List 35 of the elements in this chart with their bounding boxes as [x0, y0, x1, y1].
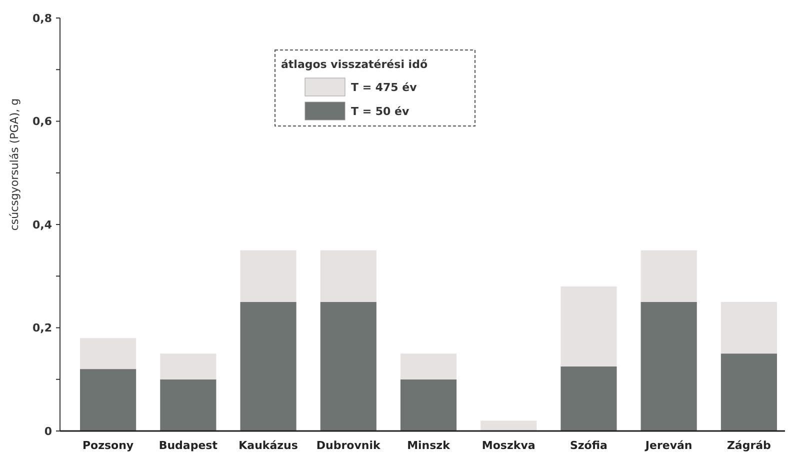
- bar: [160, 354, 216, 380]
- x-tick-label: Szófia: [570, 439, 608, 452]
- bar: [640, 250, 697, 302]
- x-tick-label: Minszk: [407, 439, 451, 452]
- legend-label: T = 475 év: [351, 81, 418, 94]
- y-tick-label: 0,6: [32, 115, 52, 128]
- bar: [400, 354, 457, 380]
- x-tick-label: Dubrovnik: [316, 439, 382, 452]
- bar: [160, 379, 216, 431]
- y-axis-title: csúcsgyorsulás (PGA), g: [8, 98, 21, 231]
- bar: [400, 379, 457, 431]
- bar: [720, 302, 777, 354]
- bar: [480, 420, 537, 431]
- bar: [80, 369, 136, 431]
- y-tick-label: 0,8: [32, 12, 52, 25]
- y-tick-label: 0,2: [32, 322, 52, 335]
- y-tick-label: 0: [44, 424, 52, 438]
- x-tick-label: Pozsony: [82, 439, 134, 452]
- bar: [320, 250, 376, 302]
- x-tick-label: Jereván: [644, 439, 692, 452]
- bar: [320, 302, 376, 431]
- bar: [560, 366, 617, 431]
- x-tick-label: Moszkva: [482, 439, 536, 452]
- x-tick-label: Zágráb: [726, 439, 772, 452]
- legend-label: T = 50 év: [351, 105, 410, 118]
- bar: [640, 302, 697, 431]
- x-tick-label: Kaukázus: [238, 439, 298, 452]
- legend-title: átlagos visszatérési idő: [281, 58, 428, 71]
- y-tick-label: 0,4: [32, 218, 52, 232]
- bar: [720, 354, 777, 431]
- bar: [80, 338, 136, 370]
- x-tick-label: Budapest: [158, 439, 218, 452]
- bar: [240, 250, 296, 302]
- bar: [560, 286, 617, 366]
- bar: [240, 302, 296, 431]
